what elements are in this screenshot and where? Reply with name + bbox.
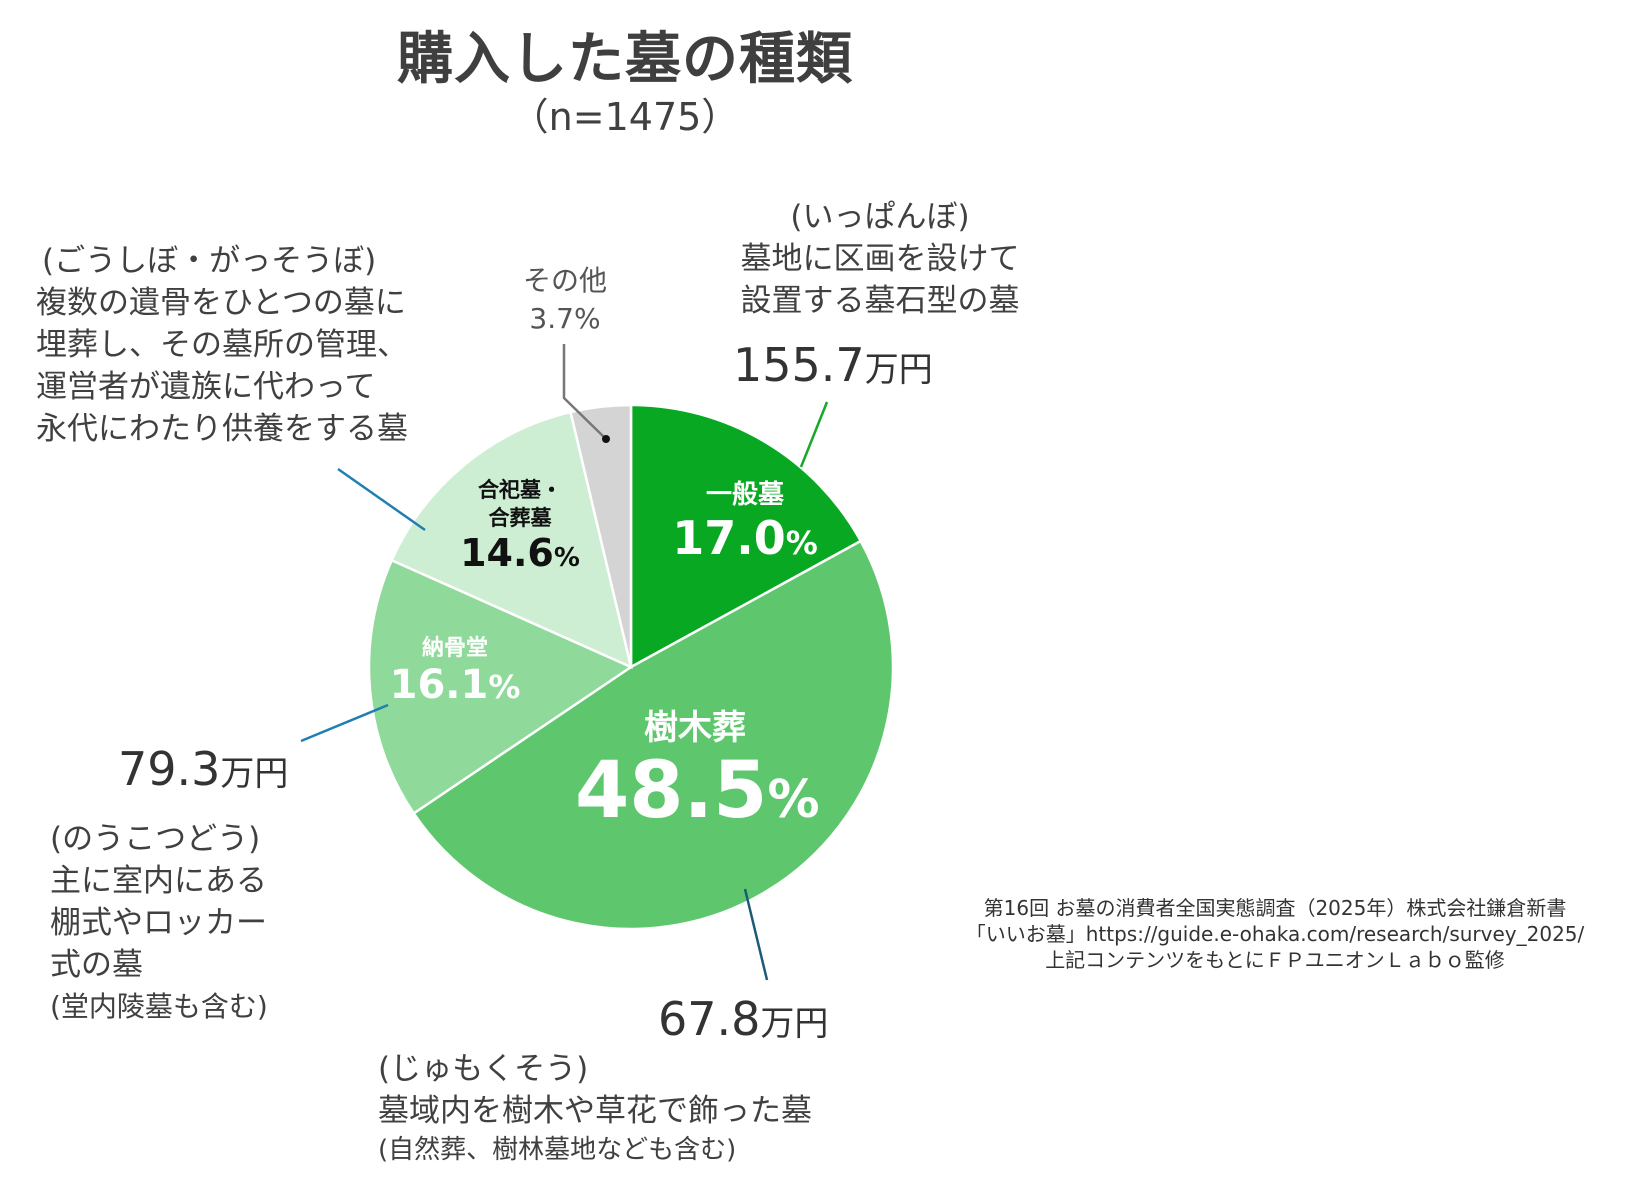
slice-label-other: その他 3.7% xyxy=(515,262,615,338)
price-nokotsudo: 79.3万円 xyxy=(118,742,289,796)
reading: (のうこつどう) xyxy=(50,821,261,857)
description-line: 埋葬し、その墓所の管理、 xyxy=(36,327,408,363)
slice-percent: 14.6% xyxy=(460,531,580,575)
slice-label-nokotsudo: 納骨堂 16.1% xyxy=(375,630,535,708)
pie-slice-ippanbo xyxy=(629,403,863,670)
reading: (じゅもくそう) xyxy=(378,1051,589,1087)
description-line: 墓地に区画を設けて xyxy=(740,241,1020,277)
description-line: (堂内陵墓も含む) xyxy=(50,990,268,1023)
description-line: 墓域内を樹木や草花で飾った墓 xyxy=(378,1093,812,1129)
slice-percent: 16.1% xyxy=(389,662,521,708)
price-ippanbo: 155.7万円 xyxy=(733,338,933,392)
description-line: 式の墓 xyxy=(50,947,143,983)
leader-line-jumokuso xyxy=(743,888,769,981)
annotation-goshibo: (ごうしぼ・がっそうぼ) 複数の遺骨をひとつの墓に 埋葬し、その墓所の管理、 運… xyxy=(36,240,408,450)
description-line: 棚式やロッカー xyxy=(50,905,267,941)
slice-label-jumokuso: 樹木葬 48.5% xyxy=(575,700,820,842)
leader-line-nokotsudo xyxy=(300,703,389,743)
slice-percent: 17.0% xyxy=(672,511,818,565)
chart-title: 購入した墓の種類 xyxy=(397,27,853,92)
slice-label-ippanbo: 一般墓 17.0% xyxy=(650,474,840,565)
slice-percent: 48.5% xyxy=(575,746,820,836)
pie-slice-jumokuso xyxy=(411,539,895,931)
source-line: 上記コンテンツをもとにＦＰユニオンＬａｂｏ監修 xyxy=(1045,948,1505,972)
slice-name: 樹木葬 xyxy=(644,708,746,748)
annotation-ippanbo: (いっぱんぼ) 墓地に区画を設けて 設置する墓石型の墓 xyxy=(710,196,1050,322)
source-line: 「いいお墓」https://guide.e-ohaka.com/research… xyxy=(965,922,1585,946)
slice-percent: 3.7% xyxy=(529,302,601,335)
slice-name-line: 合祀墓・ xyxy=(478,478,562,502)
description-line: (自然葬、樹林墓地なども含む) xyxy=(378,1135,737,1165)
description-line: 主に室内にある xyxy=(50,863,267,899)
description-line: 複数の遺骨をひとつの墓に xyxy=(36,285,406,321)
slice-name: 一般墓 xyxy=(705,480,784,510)
description-line: 永代にわたり供養をする墓 xyxy=(36,411,408,447)
leader-line-other xyxy=(562,344,607,440)
annotation-jumokuso: (じゅもくそう) 墓域内を樹木や草花で飾った墓 (自然葬、樹林墓地なども含む) xyxy=(378,1048,812,1168)
pie-slice-goshibo xyxy=(390,410,633,670)
pie-slice-nokotsudo xyxy=(367,558,634,816)
chart-subtitle: （n=1475） xyxy=(510,95,740,139)
source-note: 第16回 お墓の消費者全国実態調査（2025年）株式会社鎌倉新書 「いいお墓」h… xyxy=(930,895,1620,973)
slice-label-goshibo: 合祀墓・ 合葬墓 14.6% xyxy=(445,476,595,579)
leader-line-ippanbo xyxy=(799,401,829,468)
reading: (ごうしぼ・がっそうぼ) xyxy=(42,243,377,279)
reading: (いっぱんぼ) xyxy=(790,199,970,235)
description-line: 運営者が遺族に代わって xyxy=(36,369,376,405)
leader-line-goshibo xyxy=(337,467,426,532)
slice-name: その他 xyxy=(522,264,607,297)
slice-name: 納骨堂 xyxy=(421,636,488,661)
annotation-nokotsudo: (のうこつどう) 主に室内にある 棚式やロッカー 式の墓 (堂内陵墓も含む) xyxy=(50,818,268,1028)
leader-dot-other xyxy=(602,435,610,443)
price-jumokuso: 67.8万円 xyxy=(658,992,829,1046)
source-line: 第16回 お墓の消費者全国実態調査（2025年）株式会社鎌倉新書 xyxy=(983,896,1567,920)
description-line: 設置する墓石型の墓 xyxy=(740,283,1020,319)
slice-name-line: 合葬墓 xyxy=(488,506,552,530)
pie-slice-other xyxy=(569,403,633,668)
